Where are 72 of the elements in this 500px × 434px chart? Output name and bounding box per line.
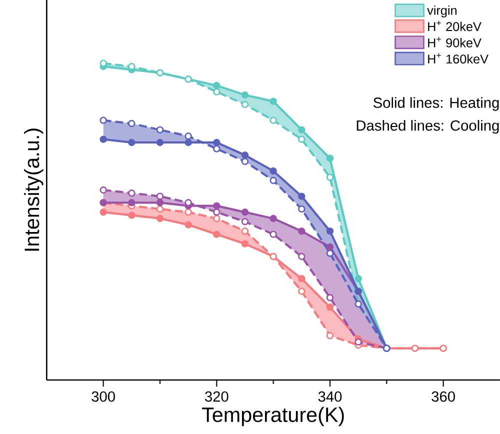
x-tick-label: 340 <box>318 391 342 402</box>
point <box>270 167 277 175</box>
annotation: Solid lines: Heating <box>373 97 499 111</box>
point <box>128 212 136 219</box>
point <box>298 126 306 134</box>
point <box>156 199 164 206</box>
y-axis-title: Intensity(a.u.) <box>24 128 44 251</box>
point <box>100 60 107 67</box>
point <box>298 205 306 213</box>
point <box>213 145 220 152</box>
legend-label: virgin <box>427 6 456 18</box>
point <box>156 205 164 213</box>
point <box>326 174 334 181</box>
point <box>298 192 306 200</box>
point <box>156 126 164 134</box>
x-tick-label: 320 <box>204 391 228 402</box>
point <box>213 202 220 210</box>
point <box>270 176 277 184</box>
point <box>100 136 107 143</box>
point <box>298 252 306 260</box>
point <box>100 208 107 216</box>
point <box>326 332 334 340</box>
point <box>354 275 362 282</box>
point <box>213 208 220 216</box>
point <box>213 230 220 238</box>
point <box>270 98 277 105</box>
point <box>326 243 334 251</box>
x-tick-label: 360 <box>432 391 455 402</box>
point <box>326 228 334 235</box>
point <box>128 138 136 146</box>
point <box>270 230 277 238</box>
point <box>100 186 107 194</box>
point <box>326 304 334 311</box>
point <box>100 116 107 124</box>
point <box>213 214 220 222</box>
point <box>184 132 192 140</box>
point <box>298 275 306 282</box>
point <box>298 288 306 295</box>
point <box>213 138 220 146</box>
point <box>298 136 306 143</box>
point <box>241 240 249 248</box>
point <box>241 152 249 159</box>
legend-label: H$^{+}$ 160keV <box>428 53 488 64</box>
point <box>241 91 249 99</box>
point <box>128 120 136 128</box>
point <box>326 154 334 162</box>
point <box>184 221 192 228</box>
point <box>270 116 277 124</box>
x-axis-title: Temperature(K) <box>202 406 344 426</box>
point <box>298 228 306 235</box>
point <box>241 100 249 108</box>
annotation: Dashed lines: Cooling <box>356 120 499 134</box>
point <box>241 158 249 166</box>
point <box>156 138 164 146</box>
point <box>241 228 249 235</box>
point <box>270 214 277 222</box>
point <box>184 138 192 146</box>
point <box>156 192 164 200</box>
point <box>128 199 136 206</box>
legend-label: H$^{+}$ 90keV <box>428 36 482 48</box>
point <box>184 208 192 216</box>
point <box>241 218 249 226</box>
point <box>213 88 220 96</box>
point <box>354 338 362 346</box>
point <box>156 214 164 222</box>
x-tick-label: 300 <box>92 391 115 402</box>
legend-label: H$^{+}$ 20keV <box>428 20 482 32</box>
point <box>241 208 249 216</box>
point <box>128 190 136 197</box>
point <box>326 294 334 302</box>
point <box>326 250 334 257</box>
point <box>213 82 220 90</box>
